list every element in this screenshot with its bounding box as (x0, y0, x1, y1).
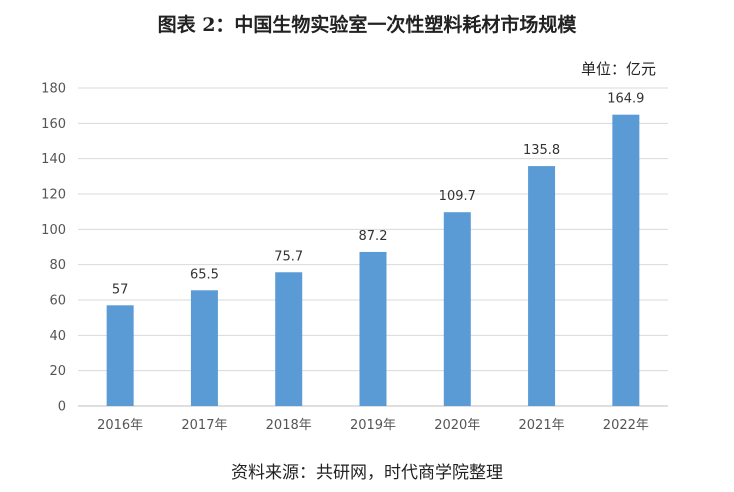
bar (275, 272, 303, 406)
y-tick-label: 80 (49, 258, 66, 273)
y-tick-label: 160 (41, 117, 66, 132)
y-tick-label: 120 (41, 188, 66, 203)
x-tick-label: 2019年 (350, 418, 396, 433)
x-tick-label: 2021年 (519, 418, 565, 433)
y-tick-label: 20 (49, 364, 66, 379)
data-label: 57 (112, 282, 129, 297)
bar (190, 290, 218, 406)
x-tick-label: 2016年 (97, 418, 143, 433)
y-tick-label: 140 (41, 152, 66, 167)
bar (359, 251, 387, 406)
x-tick-label: 2017年 (181, 418, 227, 433)
x-tick-label: 2018年 (266, 418, 312, 433)
data-label: 164.9 (607, 92, 644, 107)
y-tick-label: 40 (49, 329, 66, 344)
x-tick-label: 2020年 (434, 418, 480, 433)
y-tick-label: 60 (49, 294, 66, 309)
data-label: 75.7 (274, 249, 303, 264)
y-tick-label: 100 (41, 223, 66, 238)
data-label: 87.2 (359, 229, 388, 244)
bar (106, 305, 134, 406)
data-label: 65.5 (190, 267, 219, 282)
unit-label: 单位：亿元 (580, 60, 656, 78)
data-label: 135.8 (523, 143, 560, 158)
x-tick-label: 2022年 (603, 418, 649, 433)
bar (612, 114, 640, 406)
bar (528, 166, 556, 406)
bar (443, 212, 471, 406)
chart-title: 图表 2：中国生物实验室一次性塑料耗材市场规模 (157, 14, 577, 36)
data-label: 109.7 (439, 189, 476, 204)
y-tick-label: 180 (41, 82, 66, 97)
y-tick-label: 0 (58, 400, 66, 415)
source-note: 资料来源：共研网，时代商学院整理 (231, 463, 503, 483)
